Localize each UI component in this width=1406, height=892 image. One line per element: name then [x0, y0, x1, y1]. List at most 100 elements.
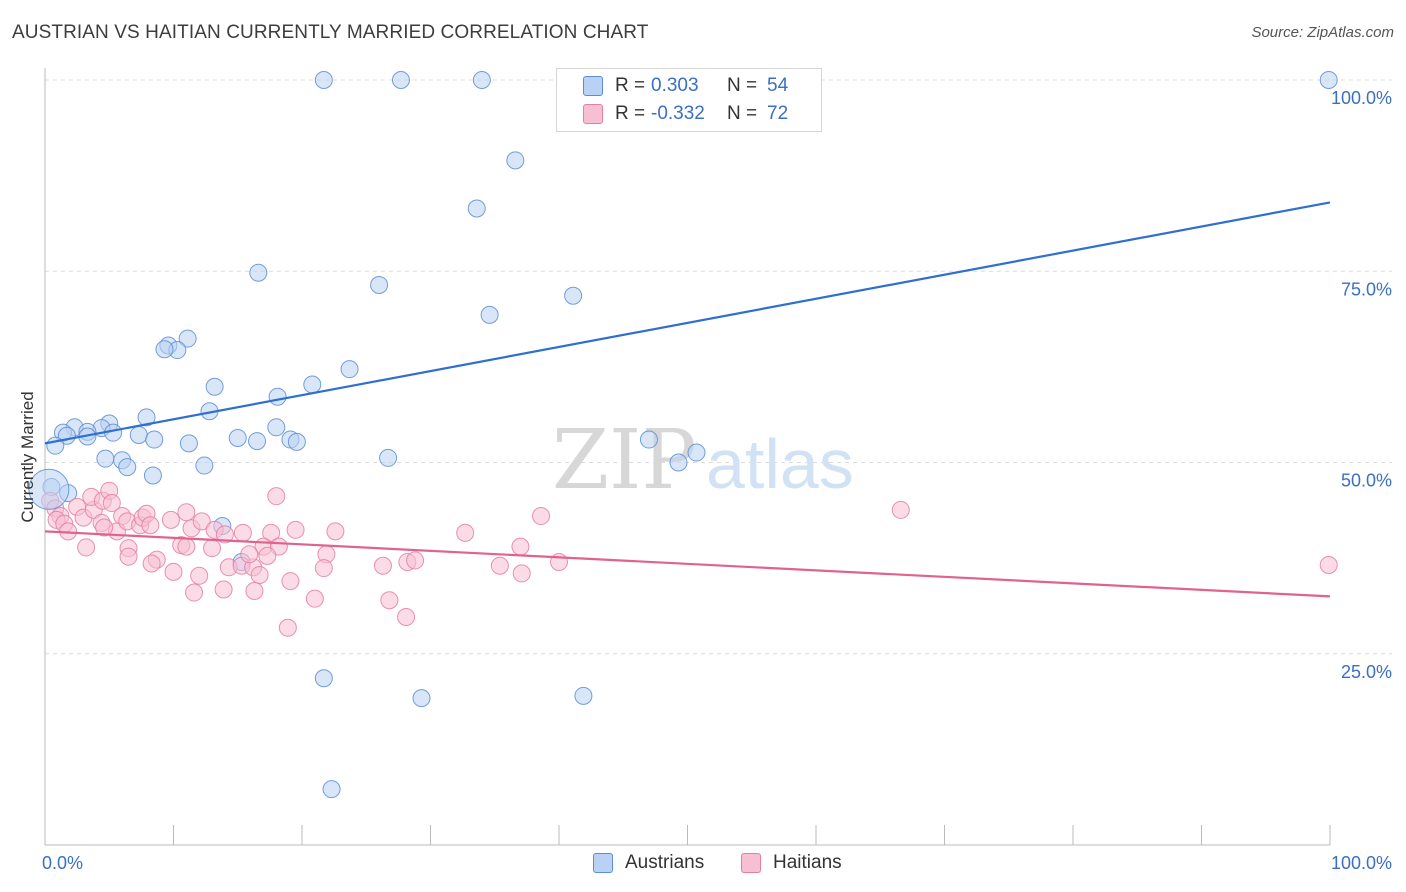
austrian-point[interactable] — [248, 432, 267, 451]
austrian-point[interactable] — [267, 418, 286, 437]
haitian-point[interactable] — [161, 510, 180, 529]
austrian-point[interactable] — [574, 686, 593, 705]
austrian-point[interactable] — [303, 375, 322, 394]
source-label: Source: ZipAtlas.com — [1251, 24, 1394, 41]
austrian-point[interactable] — [179, 434, 198, 453]
haitian-point[interactable] — [77, 538, 96, 557]
legend-row-austrians: R = 0.303 N = 54 — [583, 73, 788, 99]
haitian-point[interactable] — [532, 507, 551, 526]
austrian-point[interactable] — [268, 387, 287, 406]
trend-lines — [44, 201, 1331, 598]
austrian-point[interactable] — [391, 71, 410, 89]
austrian-point[interactable] — [314, 71, 333, 89]
y-tick-label: 75.0% — [1341, 279, 1392, 299]
haitian-point[interactable] — [177, 537, 196, 556]
haitian-point[interactable] — [190, 566, 209, 585]
austrian-point[interactable] — [506, 151, 525, 170]
haitian-point[interactable] — [102, 494, 121, 513]
haitian-point[interactable] — [214, 580, 233, 599]
n-label: N = — [727, 103, 758, 124]
x-tick-label: 0.0% — [42, 853, 83, 873]
austrian-point[interactable] — [195, 456, 214, 475]
haitian-point[interactable] — [245, 582, 264, 601]
haitian-point[interactable] — [233, 523, 252, 542]
haitian-point[interactable] — [314, 559, 333, 578]
austrian-point[interactable] — [314, 669, 333, 688]
austrian-point[interactable] — [129, 425, 148, 444]
haitian-point[interactable] — [511, 537, 530, 556]
haitians-n-value: 72 — [767, 103, 789, 124]
haitian-point[interactable] — [258, 546, 277, 565]
austrian-point[interactable] — [228, 429, 247, 448]
haitians-trend-line — [44, 530, 1331, 598]
haitian-point[interactable] — [286, 520, 305, 539]
haitian-point[interactable] — [142, 554, 161, 573]
austrian-point[interactable] — [137, 408, 156, 427]
austrian-point[interactable] — [412, 689, 431, 708]
austrians-r-value: 0.303 — [651, 75, 699, 96]
austrian-point[interactable] — [287, 432, 306, 451]
haitian-point[interactable] — [192, 512, 211, 531]
austrian-point[interactable] — [472, 71, 491, 89]
haitian-point[interactable] — [512, 564, 531, 583]
haitian-point[interactable] — [373, 556, 392, 575]
austrian-point[interactable] — [370, 276, 389, 295]
austrian-point[interactable] — [143, 466, 162, 485]
legend-item-haitians[interactable]: Haitians — [741, 852, 842, 874]
haitian-point[interactable] — [456, 523, 475, 542]
austrian-point[interactable] — [145, 430, 164, 449]
haitian-point[interactable] — [240, 545, 259, 564]
axes — [44, 68, 1331, 846]
haitian-point[interactable] — [490, 556, 509, 575]
haitian-point[interactable] — [1319, 556, 1338, 575]
haitian-point[interactable] — [141, 516, 160, 535]
haitian-point[interactable] — [177, 503, 196, 522]
austrian-point[interactable] — [205, 377, 224, 396]
y-axis-label: Currently Married — [18, 391, 37, 522]
austrian-point[interactable] — [669, 453, 688, 472]
austrian-point[interactable] — [118, 458, 137, 477]
haitian-point[interactable] — [397, 608, 416, 627]
r-label: R = — [615, 103, 646, 124]
austrian-point[interactable] — [564, 286, 583, 305]
austrian-point[interactable] — [379, 448, 398, 467]
austrian-point[interactable] — [639, 430, 658, 449]
austrian-point[interactable] — [467, 199, 486, 218]
haitian-point[interactable] — [267, 487, 286, 506]
austrian-point[interactable] — [340, 360, 359, 379]
austrian-point[interactable] — [178, 329, 197, 348]
austrian-point[interactable] — [155, 340, 174, 359]
n-label: N = — [727, 75, 758, 96]
haitian-point[interactable] — [281, 572, 300, 591]
haitian-point[interactable] — [215, 525, 234, 544]
austrians-swatch — [583, 76, 603, 96]
haitian-point[interactable] — [326, 522, 345, 541]
austrian-point[interactable] — [687, 443, 706, 462]
haitian-point[interactable] — [891, 500, 910, 519]
haitian-point[interactable] — [380, 591, 399, 610]
haitian-point[interactable] — [278, 618, 297, 637]
watermark-atlas: atlas — [706, 425, 854, 503]
haitian-point[interactable] — [203, 539, 222, 558]
haitian-point[interactable] — [164, 562, 183, 581]
haitian-point[interactable] — [119, 547, 138, 566]
haitian-point[interactable] — [185, 583, 204, 602]
haitian-point[interactable] — [95, 518, 114, 537]
austrian-point[interactable] — [96, 449, 115, 468]
haitians-legend-label: Haitians — [773, 852, 842, 873]
austrian-point-large[interactable] — [28, 468, 70, 510]
austrian-point[interactable] — [480, 305, 499, 324]
y-tick-label: 50.0% — [1341, 471, 1392, 491]
haitians-swatch — [583, 104, 603, 124]
haitian-point[interactable] — [305, 589, 324, 608]
haitian-point[interactable] — [262, 523, 281, 542]
austrian-point[interactable] — [1319, 71, 1338, 89]
austrians-legend-label: Austrians — [625, 852, 705, 873]
austrian-point[interactable] — [322, 780, 341, 799]
legend-item-austrians[interactable]: Austrians — [593, 852, 704, 874]
austrian-point[interactable] — [249, 263, 268, 282]
haitian-point[interactable] — [250, 565, 269, 584]
haitian-point[interactable] — [406, 551, 425, 570]
gridlines — [45, 79, 1392, 655]
